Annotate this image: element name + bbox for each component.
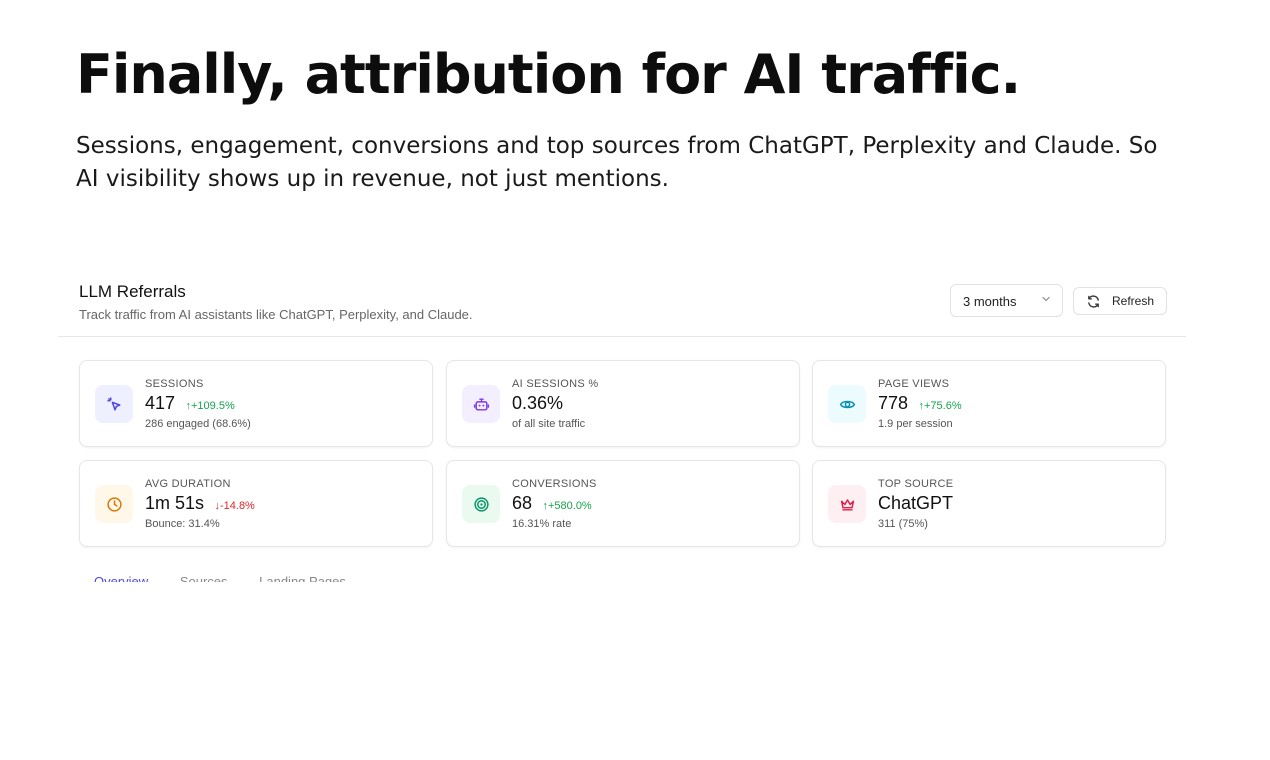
tab-landing-pages[interactable]: Landing Pages [259,574,346,582]
metric-value: 0.36% [512,393,564,413]
panel-tabs: Overview Sources Landing Pages [94,574,374,582]
eye-icon [828,385,866,423]
metric-value: 68 [512,493,533,513]
date-range-select[interactable]: 3 months [950,284,1063,317]
robot-icon [462,385,500,423]
metric-subtext: 311 (75%) [878,518,928,530]
refresh-label: Refresh [1112,294,1155,308]
refresh-button[interactable]: Refresh [1073,287,1167,315]
metric-label: AI SESSIONS % [512,378,599,390]
metric-subtext: 16.31% rate [512,518,572,530]
crown-icon [828,485,866,523]
metric-delta: ↑+75.6% [918,400,962,412]
metric-label: PAGE VIEWS [878,378,950,390]
date-range-value: 3 months [963,294,1017,309]
hero-title: Finally, attribution for AI traffic. [76,43,1021,106]
hero-subtitle: Sessions, engagement, conversions and to… [76,133,1158,192]
metric-value: ChatGPT [878,493,954,513]
metric-delta: ↑+109.5% [185,400,235,412]
tab-overview[interactable]: Overview [94,574,149,582]
metric-card-top-source: TOP SOURCE ChatGPT 311 (75%) [812,460,1166,547]
metric-subtext: of all site traffic [512,418,586,430]
metric-value: 417 [145,393,176,413]
panel-title: LLM Referrals [79,282,186,301]
cursor-click-icon [95,385,133,423]
metric-subtext: Bounce: 31.4% [145,518,220,530]
metric-subtext: 1.9 per session [878,418,953,430]
panel-description: Track traffic from AI assistants like Ch… [79,307,473,322]
metric-card-ai-sessions: AI SESSIONS % 0.36% of all site traffic [446,360,800,447]
refresh-icon [1088,295,1099,308]
chevron-down-icon [1042,296,1050,302]
metric-label: SESSIONS [145,378,204,390]
metric-label: CONVERSIONS [512,478,597,490]
llm-referrals-panel: LLM Referrals Track traffic from AI assi… [58,272,1186,582]
metric-card-conversions: CONVERSIONS 68 ↑+580.0% 16.31% rate [446,460,800,547]
metric-card-page-views: PAGE VIEWS 778 ↑+75.6% 1.9 per session [812,360,1166,447]
tab-sources[interactable]: Sources [179,574,228,582]
metric-subtext: 286 engaged (68.6%) [145,418,251,430]
clock-icon [95,485,133,523]
metric-value: 778 [878,393,909,413]
target-icon [462,485,500,523]
metric-delta: ↑+580.0% [542,500,592,512]
metric-value: 1m 51s [145,493,205,513]
metric-label: AVG DURATION [145,478,231,490]
metric-label: TOP SOURCE [878,478,954,490]
metric-delta: ↓-14.8% [214,500,255,512]
panel-header: LLM Referrals Track traffic from AI assi… [58,272,1186,337]
metric-card-avg-duration: AVG DURATION 1m 51s ↓-14.8% Bounce: 31.4… [79,460,433,547]
metric-card-sessions: SESSIONS 417 ↑+109.5% 286 engaged (68.6%… [79,360,433,447]
